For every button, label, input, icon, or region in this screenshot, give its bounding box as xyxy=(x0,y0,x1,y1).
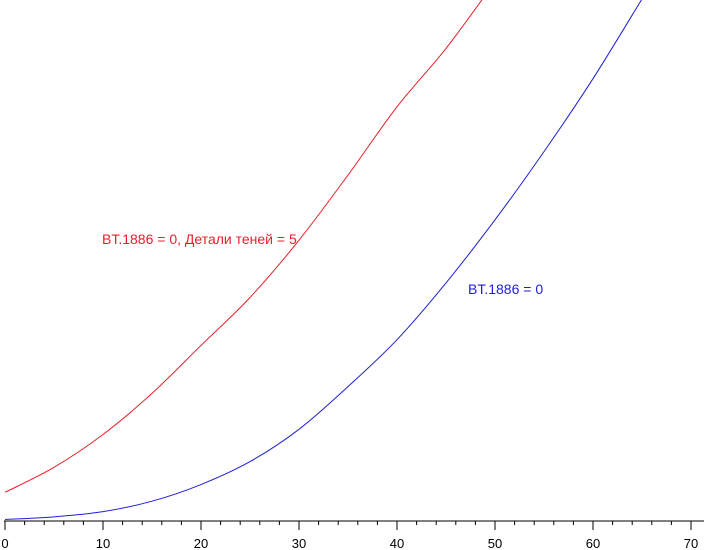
x-axis-ticks xyxy=(4,521,692,530)
series-line-bt1886 xyxy=(4,0,642,520)
x-tick-label: 60 xyxy=(586,536,600,550)
x-tick-label: 40 xyxy=(390,536,404,550)
x-axis-tick-labels: 0 10 20 30 40 50 60 70 xyxy=(1,536,698,550)
series-lines xyxy=(4,0,642,520)
series-line-shadow-detail xyxy=(4,0,483,493)
x-tick-label: 10 xyxy=(96,536,110,550)
x-tick-label: 30 xyxy=(292,536,306,550)
x-tick-label: 20 xyxy=(194,536,208,550)
x-tick-label: 0 xyxy=(1,536,8,550)
x-tick-label: 70 xyxy=(684,536,698,550)
series-label-shadow-detail: BT.1886 = 0, Детали теней = 5 xyxy=(102,231,297,247)
x-tick-label: 50 xyxy=(488,536,502,550)
series-label-bt1886: BT.1886 = 0 xyxy=(468,281,543,297)
